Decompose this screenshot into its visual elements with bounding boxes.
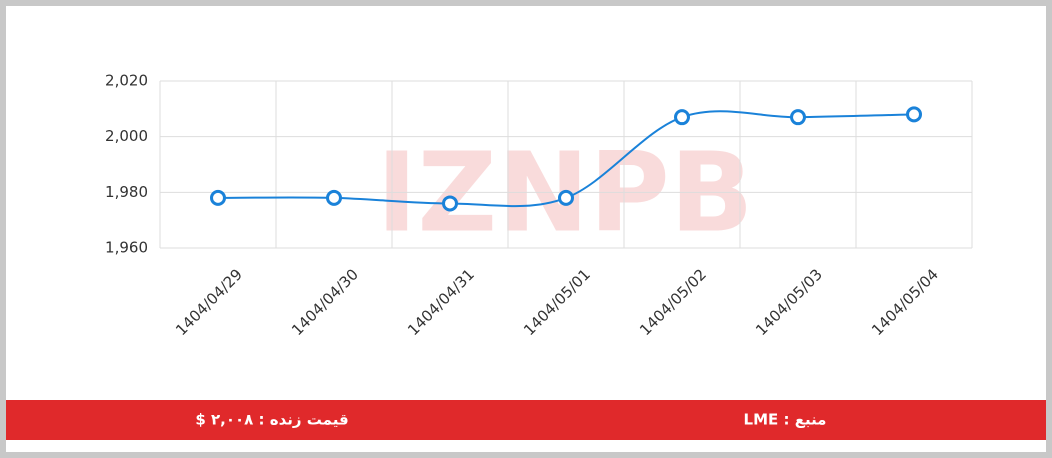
x-tick-label: 1404/05/04 (868, 265, 942, 339)
x-tick-label: 1404/04/30 (288, 265, 362, 339)
y-tick-label: 1,960 (105, 239, 148, 257)
footer-source: منبع : LME (744, 411, 827, 429)
x-tick-label: 1404/05/03 (752, 265, 826, 339)
point (326, 189, 342, 206)
point (790, 109, 806, 126)
x-tick-label: 1404/04/29 (172, 265, 246, 339)
footer-bar (6, 400, 1046, 440)
point (442, 195, 458, 212)
y-tick-label: 2,020 (105, 72, 148, 90)
x-tick-label: 1404/05/02 (636, 265, 710, 339)
footer-price: قیمت زنده : ۲,۰۰۸ $ (195, 411, 348, 429)
y-tick-label: 2,000 (105, 127, 148, 145)
point (906, 106, 922, 123)
point (674, 109, 690, 126)
point (558, 189, 574, 206)
x-tick-label: 1404/04/31 (404, 265, 478, 339)
point (210, 189, 226, 206)
y-tick-label: 1,980 (105, 183, 148, 201)
x-tick-label: 1404/05/01 (520, 265, 594, 339)
